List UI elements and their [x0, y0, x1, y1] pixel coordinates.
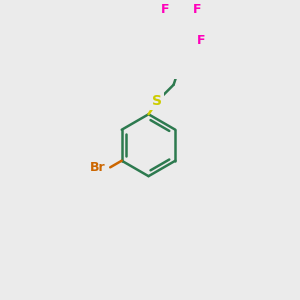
- Text: S: S: [152, 94, 162, 108]
- Text: Br: Br: [90, 161, 106, 174]
- Text: F: F: [160, 3, 169, 16]
- Text: F: F: [193, 3, 201, 16]
- Text: F: F: [197, 34, 206, 47]
